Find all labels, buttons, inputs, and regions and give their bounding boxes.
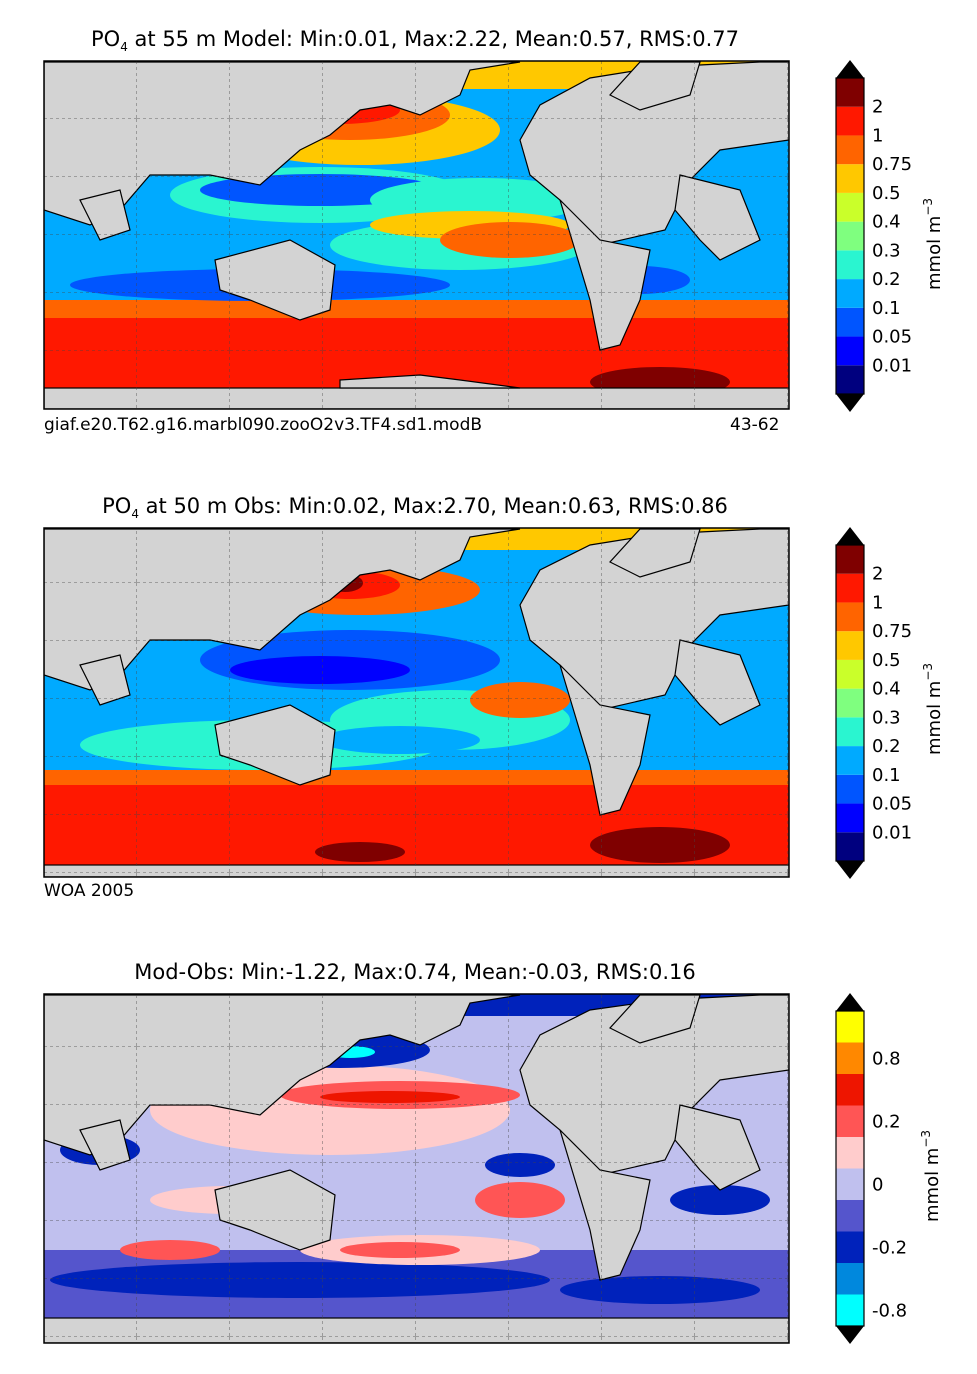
- colorbar-extend-max: [836, 993, 864, 1011]
- colorbar-extend-min: [836, 861, 864, 879]
- colorbar-extend-min: [836, 394, 864, 412]
- colorbar-swatch: [836, 602, 864, 632]
- colorbar-tick-label: 0.05: [872, 794, 912, 815]
- colorbar-swatch: [836, 1263, 864, 1295]
- colorbar-tick-label: 0.05: [872, 327, 912, 348]
- map-model-frame: [43, 60, 790, 410]
- colorbar-swatch: [836, 1294, 864, 1326]
- panel1-caption-run: giaf.e20.T62.g16.marbl090.zooO2v3.TF4.sd…: [44, 415, 483, 435]
- colorbar-swatch: [836, 1231, 864, 1263]
- colorbar-extend-max: [836, 60, 864, 78]
- colorbar-swatch: [836, 774, 864, 804]
- colorbar-swatch: [836, 164, 864, 193]
- colorbar-tick-label: 1: [872, 125, 883, 146]
- panel2-caption-source: WOA 2005: [44, 881, 135, 901]
- colorbar-swatch: [836, 279, 864, 308]
- colorbar-swatch: [836, 1042, 864, 1074]
- colorbar-diff-unit: mmol m−3: [919, 1130, 943, 1222]
- colorbar-tick-label: 1: [872, 592, 883, 613]
- colorbar-frame: [835, 77, 865, 395]
- colorbar-tick-label: -0.8: [872, 1300, 907, 1321]
- colorbar-swatch: [836, 336, 864, 366]
- colorbar-swatch: [836, 1200, 864, 1232]
- colorbar-extend-max: [836, 527, 864, 545]
- colorbar-tick-label: 0.01: [872, 822, 912, 843]
- colorbar-obs: 0.01 0.05 0.1 0.2 0.3 0.4 0.5 0.75 1 2: [835, 527, 912, 879]
- colorbar-swatch: [836, 365, 864, 394]
- map-obs-frame: [43, 527, 790, 878]
- colorbar-tick-label: 0.2: [872, 1111, 901, 1132]
- colorbar-swatch: [836, 1074, 864, 1106]
- colorbar-swatch: [836, 631, 864, 660]
- colorbar-tick-label: 0.2: [872, 269, 901, 290]
- colorbar-diff: -0.8 -0.2 0 0.2 0.8: [835, 993, 907, 1344]
- colorbar-tick-label: 0.4: [872, 212, 901, 233]
- colorbar-tick-label: 0.5: [872, 183, 901, 204]
- map-diff-frame: [43, 993, 790, 1344]
- colorbar-tick-label: 0.75: [872, 154, 912, 175]
- colorbar-swatch: [836, 832, 864, 861]
- colorbar-tick-label: 0.75: [872, 621, 912, 642]
- colorbar-tick-label: -0.2: [872, 1237, 907, 1258]
- map-diff: [44, 994, 789, 1343]
- colorbar-tick-label: 0.8: [872, 1048, 901, 1069]
- map-obs: [44, 528, 789, 877]
- colorbar-swatch: [836, 545, 864, 574]
- colorbar-swatch: [836, 106, 864, 136]
- colorbar-tick-label: 2: [872, 564, 883, 585]
- colorbar-tick-label: 0.2: [872, 736, 901, 757]
- colorbar-swatch: [836, 78, 864, 107]
- colorbar-tick-label: 0.5: [872, 650, 901, 671]
- colorbar-swatch: [836, 717, 864, 747]
- colorbar-swatch: [836, 803, 864, 833]
- colorbar-tick-label: 0.4: [872, 679, 901, 700]
- panel1-caption-years: 43-62: [730, 415, 780, 435]
- colorbar-tick-label: 0.3: [872, 707, 901, 728]
- colorbar-swatch: [836, 573, 864, 603]
- colorbar-extend-min: [836, 1326, 864, 1344]
- colorbar-tick-label: 0.3: [872, 240, 901, 261]
- colorbar-swatch: [836, 221, 864, 251]
- panel3-title: Mod-Obs: Min:-1.22, Max:0.74, Mean:-0.03…: [134, 960, 696, 984]
- map-model: [44, 61, 789, 409]
- colorbar-tick-label: 2: [872, 97, 883, 118]
- panel2-title: PO4 at 50 m Obs: Min:0.02, Max:2.70, Mea…: [102, 494, 728, 522]
- colorbar-swatch: [836, 192, 864, 222]
- colorbar-model: 0.01 0.05 0.1 0.2 0.3 0.4 0.5 0.75 1 2: [835, 60, 912, 412]
- colorbar-swatch: [836, 1168, 864, 1200]
- colorbar-model-unit: mmol m−3: [921, 198, 945, 290]
- colorbar-tick-label: 0.01: [872, 355, 912, 376]
- colorbar-swatch: [836, 135, 864, 165]
- colorbar-frame: [835, 544, 865, 862]
- colorbar-swatch: [836, 1137, 864, 1169]
- panel1-title: PO4 at 55 m Model: Min:0.01, Max:2.22, M…: [91, 27, 739, 55]
- colorbar-tick-label: 0.1: [872, 765, 901, 786]
- colorbar-swatch: [836, 1105, 864, 1137]
- colorbar-swatch: [836, 307, 864, 337]
- colorbar-swatch: [836, 746, 864, 775]
- colorbar-frame: [835, 1010, 865, 1327]
- colorbar-tick-label: 0: [872, 1174, 883, 1195]
- colorbar-tick-label: 0.1: [872, 298, 901, 319]
- colorbar-swatch: [836, 1011, 864, 1043]
- colorbar-swatch: [836, 250, 864, 280]
- colorbar-obs-unit: mmol m−3: [921, 663, 945, 755]
- colorbar-swatch: [836, 688, 864, 718]
- colorbar-swatch: [836, 659, 864, 689]
